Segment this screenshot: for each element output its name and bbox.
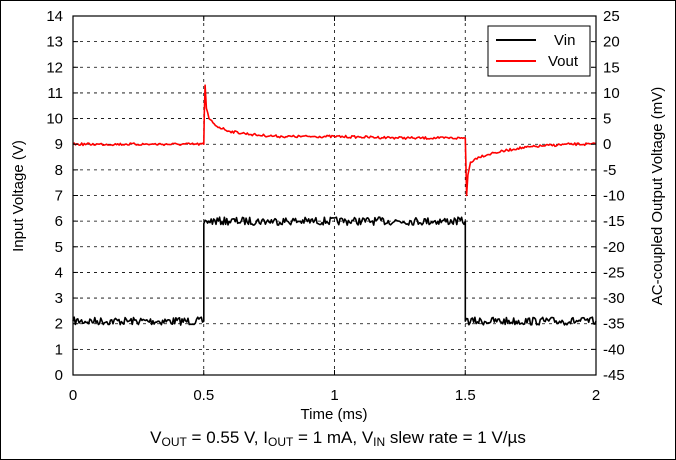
caption-vout-text: = 0.55 V, [186, 428, 264, 447]
legend-label-vout: Vout [548, 53, 579, 70]
caption-v: V [150, 428, 162, 447]
y-left-tick-label: 3 [55, 290, 63, 307]
y-right-tick-label: -20 [603, 239, 625, 256]
y-right-tick-label: 20 [603, 34, 620, 51]
series-line-vout [72, 84, 597, 197]
caption-vout-sub: OUT [161, 435, 187, 449]
y-left-tick-label: 9 [55, 136, 63, 153]
y-right-tick-label: -10 [603, 188, 625, 205]
y-right-tick-label: 25 [603, 8, 620, 25]
tick-marks [72, 15, 597, 376]
x-tick-label: 0 [69, 387, 77, 404]
y-left-tick-label: 11 [47, 85, 63, 102]
x-axis-title: Time (ms) [301, 406, 368, 423]
x-tick-label: 2 [592, 387, 600, 404]
legend-box [487, 25, 591, 77]
y-right-tick-label: -35 [603, 316, 625, 333]
chart-caption: VOUT = 0.55 V, IOUT = 1 mA, VIN slew rat… [0, 428, 676, 448]
y-right-tick-label: 0 [603, 136, 611, 153]
y-right-tick-label: -25 [603, 264, 625, 281]
caption-slew-text: slew rate = 1 V/µs [385, 428, 526, 447]
legend-label-vin: Vin [554, 32, 575, 49]
x-tick-label: 1.5 [455, 387, 476, 404]
legend: Vin Vout [487, 25, 591, 77]
y-left-tick-label: 12 [46, 59, 63, 76]
caption-i: I [263, 428, 268, 447]
y-left-tick-label: 1 [55, 341, 63, 358]
y-right-tick-label: -45 [603, 367, 625, 384]
y-left-tick-label: 0 [55, 367, 63, 384]
x-tick-label: 0.5 [193, 387, 214, 404]
series-lines [72, 84, 597, 326]
y-right-tick-label: 5 [603, 111, 611, 128]
y-axis-left-title: Input Voltage (V) [10, 140, 27, 252]
y-left-tick-label: 5 [55, 239, 63, 256]
y-left-tick-label: 6 [55, 213, 63, 230]
y-left-tick-label: 10 [46, 111, 63, 128]
y-left-tick-label: 13 [46, 34, 63, 51]
caption-iout-text: = 1 mA, [293, 428, 362, 447]
y-left-tick-label: 8 [55, 162, 63, 179]
y-left-tick-label: 7 [55, 188, 63, 205]
y-left-tick-label: 14 [46, 8, 63, 25]
y-left-tick-label: 2 [55, 316, 63, 333]
series-line-vin [72, 216, 597, 326]
y-right-tick-label: 15 [603, 59, 620, 76]
y-axis-right-title: AC-coupled Output Voltage (mV) [649, 87, 666, 305]
y-right-tick-label: 10 [603, 85, 620, 102]
y-right-tick-label: -40 [603, 341, 625, 358]
x-tick-label: 1 [330, 387, 338, 404]
caption-vin: V [361, 428, 374, 447]
y-right-tick-label: -15 [603, 213, 625, 230]
y-right-tick-label: -5 [603, 162, 616, 179]
caption-vin-sub: IN [373, 435, 386, 449]
y-left-tick-label: 4 [55, 264, 63, 281]
y-right-tick-label: -30 [603, 290, 625, 307]
caption-iout-sub: OUT [267, 435, 294, 449]
tick-labels: 0 0.5 1 1.5 201234567891011121314-45-40-35-3… [46, 8, 624, 404]
